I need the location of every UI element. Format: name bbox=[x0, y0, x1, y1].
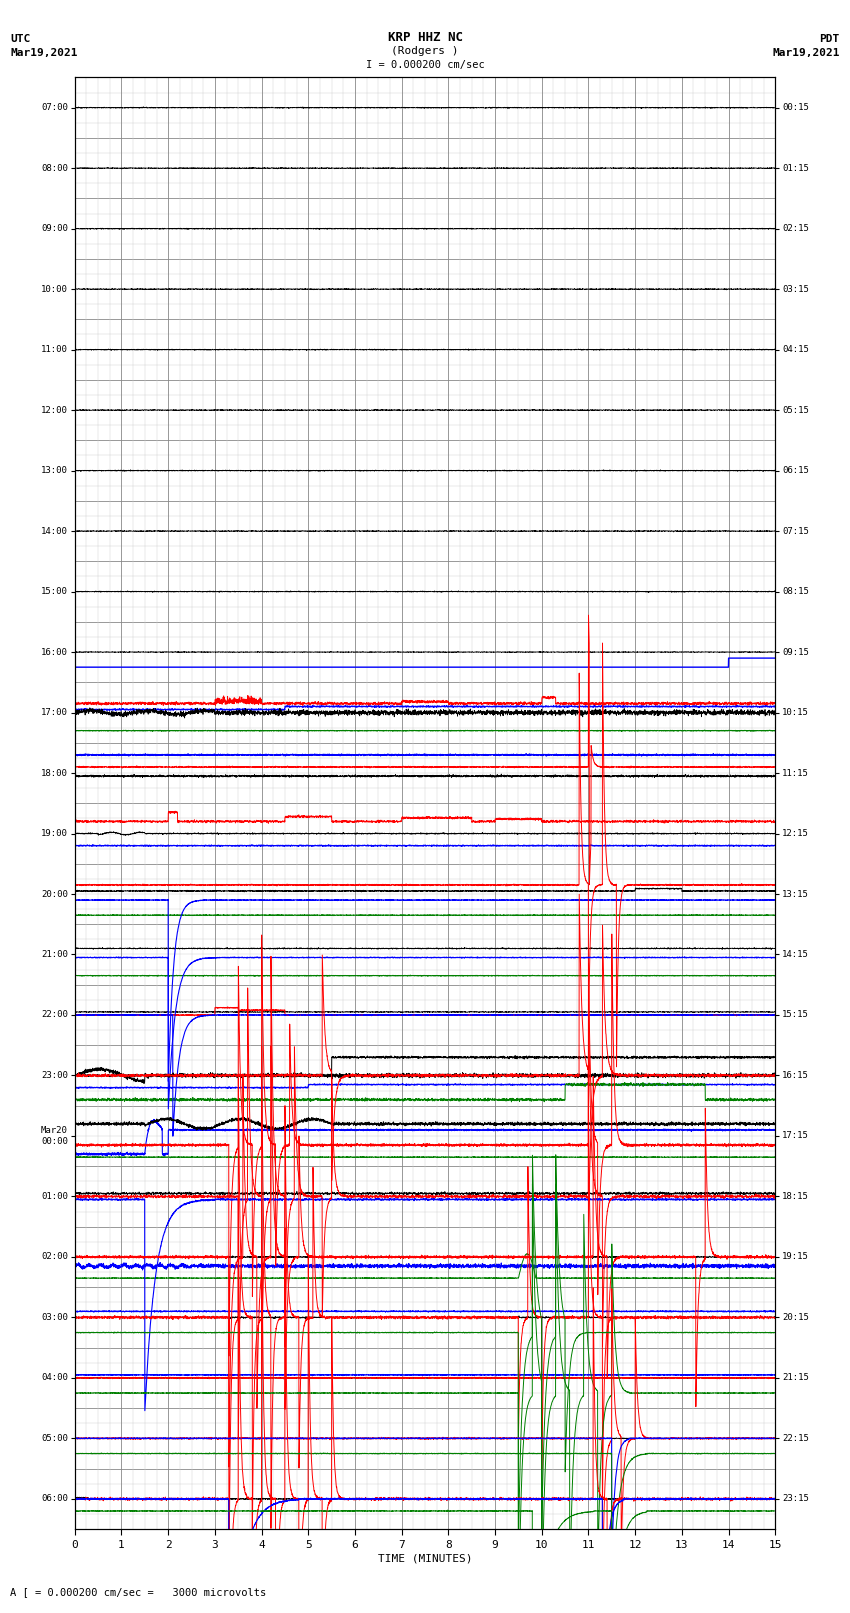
Text: PDT: PDT bbox=[819, 34, 840, 44]
Text: Mar19,2021: Mar19,2021 bbox=[10, 47, 77, 58]
X-axis label: TIME (MINUTES): TIME (MINUTES) bbox=[377, 1553, 473, 1563]
Text: A [ = 0.000200 cm/sec =   3000 microvolts: A [ = 0.000200 cm/sec = 3000 microvolts bbox=[10, 1587, 266, 1597]
Text: (Rodgers ): (Rodgers ) bbox=[391, 45, 459, 56]
Text: UTC: UTC bbox=[10, 34, 31, 44]
Text: KRP HHZ NC: KRP HHZ NC bbox=[388, 31, 462, 45]
Text: I = 0.000200 cm/sec: I = 0.000200 cm/sec bbox=[366, 60, 484, 71]
Text: Mar19,2021: Mar19,2021 bbox=[773, 47, 840, 58]
